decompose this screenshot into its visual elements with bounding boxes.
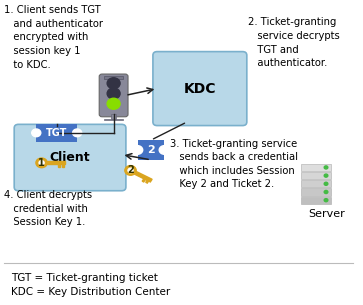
Polygon shape xyxy=(142,179,146,182)
Bar xyxy=(105,119,123,120)
Bar xyxy=(111,114,116,119)
Polygon shape xyxy=(47,161,65,164)
Text: 4. Client decrypts
   credential with
   Session Key 1.: 4. Client decrypts credential with Sessi… xyxy=(4,190,92,227)
Circle shape xyxy=(324,182,328,185)
Polygon shape xyxy=(146,180,148,183)
Text: 1: 1 xyxy=(38,158,45,168)
Circle shape xyxy=(324,166,328,169)
Bar xyxy=(138,140,164,160)
Bar xyxy=(36,124,77,142)
Text: Server: Server xyxy=(308,210,344,219)
Circle shape xyxy=(39,161,44,165)
Bar xyxy=(301,196,331,204)
Text: Client: Client xyxy=(50,151,90,164)
Text: 2. Ticket-granting
   service decrypts
   TGT and
   authenticator.: 2. Ticket-granting service decrypts TGT … xyxy=(248,17,340,68)
Text: 1. Client sends TGT
   and authenticator
   encrypted with
   session key 1
   t: 1. Client sends TGT and authenticator en… xyxy=(4,5,103,70)
Bar xyxy=(301,180,331,187)
Text: 2: 2 xyxy=(147,145,155,155)
Circle shape xyxy=(159,145,170,154)
Bar xyxy=(301,188,331,196)
Bar xyxy=(301,164,331,171)
Circle shape xyxy=(107,98,120,109)
FancyBboxPatch shape xyxy=(14,124,126,191)
Circle shape xyxy=(132,145,143,154)
Circle shape xyxy=(107,78,120,89)
Polygon shape xyxy=(58,164,60,167)
Polygon shape xyxy=(135,171,152,182)
Text: TGT = Ticket-granting ticket
KDC = Key Distribution Center: TGT = Ticket-granting ticket KDC = Key D… xyxy=(11,274,171,297)
Bar xyxy=(105,77,123,80)
Circle shape xyxy=(125,166,136,175)
Bar xyxy=(301,172,331,179)
FancyBboxPatch shape xyxy=(99,74,128,117)
Circle shape xyxy=(324,174,328,177)
Circle shape xyxy=(324,199,328,202)
Circle shape xyxy=(128,168,133,173)
FancyBboxPatch shape xyxy=(153,52,247,126)
Circle shape xyxy=(36,158,47,168)
Text: KDC: KDC xyxy=(184,82,216,95)
Circle shape xyxy=(73,129,82,137)
Circle shape xyxy=(107,88,120,99)
Text: 3. Ticket-granting service
   sends back a credential
   which includes Session
: 3. Ticket-granting service sends back a … xyxy=(170,138,298,189)
Polygon shape xyxy=(62,164,64,167)
Circle shape xyxy=(32,129,41,137)
Text: TGT: TGT xyxy=(46,128,68,138)
Circle shape xyxy=(324,190,328,194)
Text: 2: 2 xyxy=(127,165,134,175)
